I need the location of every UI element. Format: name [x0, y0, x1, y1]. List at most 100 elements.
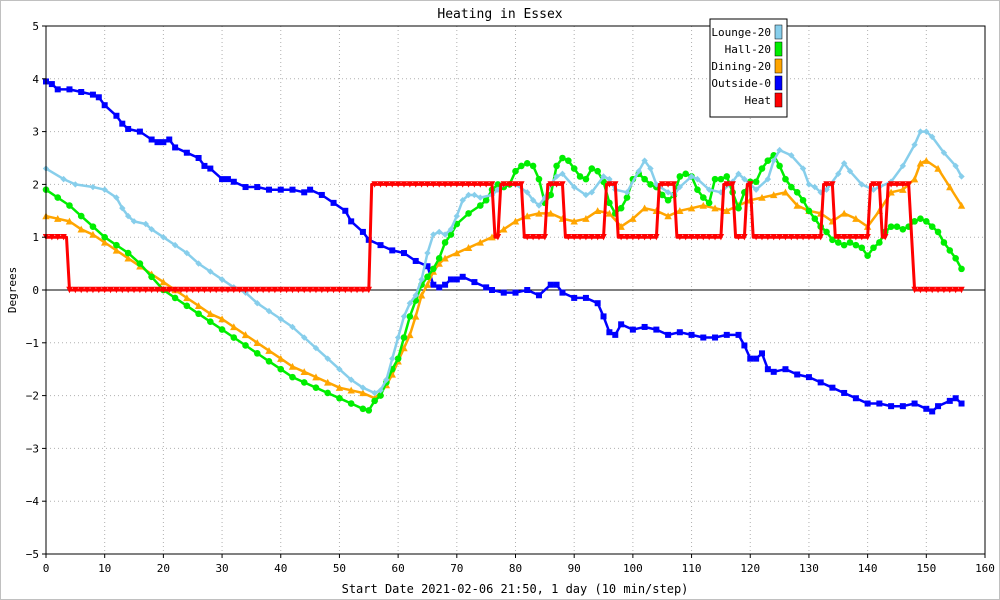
data-point-heat [160, 286, 167, 294]
data-point-dining-20 [206, 310, 215, 317]
data-point-dining-20 [582, 215, 590, 222]
data-point-dining-20 [699, 201, 707, 209]
data-point-hall-20 [864, 252, 871, 259]
data-point-hall-20 [148, 273, 155, 281]
data-point-dining-20 [910, 175, 919, 183]
data-point-lounge-20 [911, 141, 918, 148]
data-point-hall-20 [54, 194, 62, 201]
data-point-outside-0 [911, 400, 918, 407]
data-point-outside-0 [935, 403, 942, 410]
data-point-heat [870, 181, 877, 188]
data-point-lounge-20 [635, 168, 642, 175]
x-tick-label: 30 [215, 562, 228, 575]
data-point-outside-0 [700, 334, 707, 341]
data-point-heat [758, 234, 766, 241]
data-point-dining-20 [288, 362, 297, 370]
data-point-outside-0 [301, 189, 308, 196]
data-point-outside-0 [600, 313, 607, 320]
data-point-outside-0 [753, 355, 760, 362]
data-point-hall-20 [647, 181, 654, 188]
data-point-lounge-20 [160, 234, 167, 241]
data-point-lounge-20 [535, 202, 543, 209]
data-point-outside-0 [958, 400, 965, 407]
data-point-hall-20 [300, 379, 308, 386]
data-point-heat [195, 286, 202, 294]
data-point-outside-0 [665, 331, 672, 338]
series-heat [42, 181, 965, 294]
data-point-dining-20 [711, 204, 719, 212]
data-point-heat [78, 286, 85, 294]
data-point-dining-20 [194, 302, 203, 310]
data-point-outside-0 [582, 294, 589, 301]
data-point-outside-0 [747, 355, 754, 362]
data-point-heat [336, 286, 343, 294]
data-point-heat [923, 286, 930, 294]
data-point-heat [876, 181, 883, 188]
data-point-hall-20 [529, 162, 537, 170]
data-point-dining-20 [488, 233, 496, 241]
data-point-heat [535, 234, 543, 241]
data-point-heat [306, 286, 314, 294]
data-point-heat [653, 234, 660, 241]
y-tick-label: 2 [32, 178, 39, 191]
data-point-hall-20 [547, 191, 555, 199]
data-point-hall-20 [183, 302, 191, 310]
data-point-dining-20 [265, 347, 273, 354]
data-point-outside-0 [160, 139, 167, 146]
data-point-hall-20 [694, 186, 701, 193]
data-point-heat [659, 181, 666, 188]
data-point-heat [377, 181, 384, 188]
data-point-heat [242, 286, 249, 294]
data-point-dining-20 [523, 212, 531, 220]
data-point-heat [72, 286, 79, 294]
data-point-hall-20 [277, 365, 285, 373]
data-point-heat [788, 234, 795, 241]
data-point-outside-0 [430, 281, 437, 288]
data-point-outside-0 [154, 139, 161, 146]
y-tick-label: −2 [26, 390, 39, 403]
data-point-heat [940, 286, 948, 294]
data-point-heat [301, 286, 308, 294]
data-point-outside-0 [512, 289, 519, 296]
data-point-outside-0 [559, 289, 566, 296]
data-point-heat [436, 181, 443, 188]
data-point-dining-20 [335, 383, 344, 391]
data-point-outside-0 [606, 329, 613, 336]
data-point-heat [130, 286, 138, 294]
data-point-outside-0 [266, 186, 273, 193]
data-point-hall-20 [711, 175, 719, 183]
data-point-lounge-20 [846, 168, 854, 175]
data-point-lounge-20 [923, 128, 930, 135]
x-tick-label: 120 [740, 562, 760, 575]
data-point-heat [588, 234, 595, 241]
data-point-dining-20 [781, 188, 790, 196]
data-point-dining-20 [183, 294, 191, 302]
data-point-outside-0 [230, 178, 237, 185]
data-point-outside-0 [101, 102, 108, 109]
data-point-outside-0 [166, 136, 173, 143]
data-point-lounge-20 [277, 315, 284, 323]
data-point-heat [794, 234, 801, 241]
data-point-outside-0 [459, 273, 466, 280]
data-point-hall-20 [928, 223, 936, 230]
data-point-outside-0 [172, 144, 179, 151]
data-point-outside-0 [254, 184, 261, 191]
data-point-dining-20 [535, 209, 543, 217]
x-tick-label: 70 [450, 562, 463, 575]
data-point-dining-20 [758, 193, 766, 201]
x-tick-label: 10 [98, 562, 111, 575]
data-point-dining-20 [723, 207, 731, 214]
data-point-dining-20 [476, 238, 484, 246]
data-point-hall-20 [934, 228, 942, 236]
x-tick-label: 20 [157, 562, 170, 575]
data-point-hall-20 [230, 334, 238, 341]
data-point-heat [541, 234, 549, 241]
data-point-hall-20 [606, 199, 613, 207]
data-point-hall-20 [482, 196, 490, 204]
data-point-hall-20 [811, 215, 819, 223]
data-point-dining-20 [593, 207, 602, 214]
data-point-hall-20 [735, 204, 742, 212]
data-point-lounge-20 [406, 300, 414, 307]
x-tick-label: 110 [682, 562, 702, 575]
data-point-heat [506, 181, 513, 188]
